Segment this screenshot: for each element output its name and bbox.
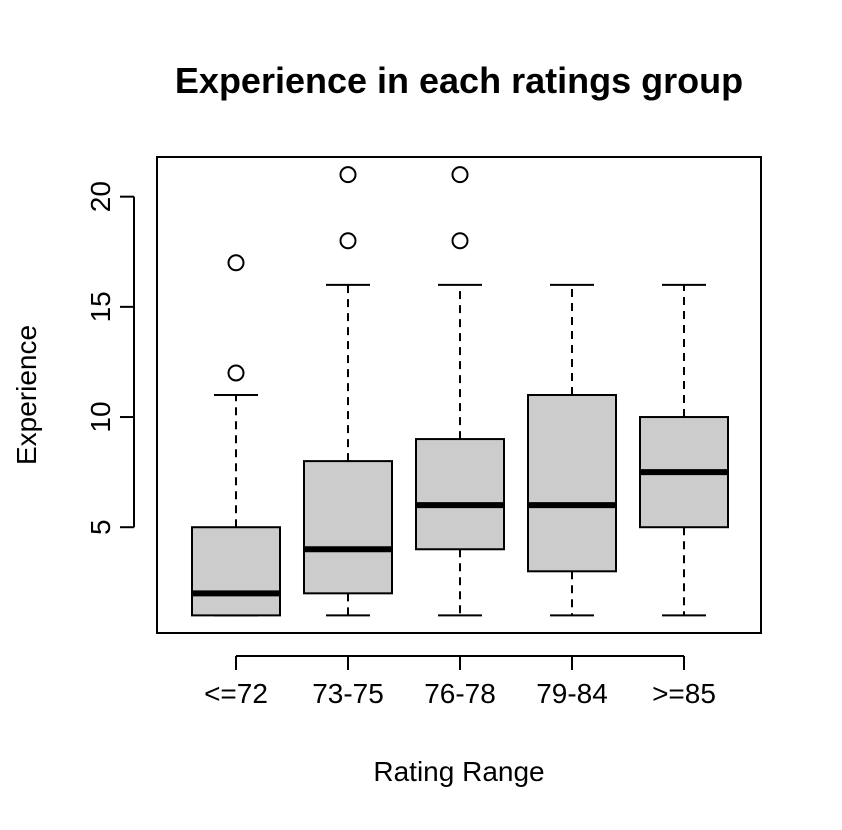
outlier-point	[339, 232, 357, 250]
y-tick-label: 10	[85, 401, 116, 432]
outlier-point	[227, 254, 245, 272]
y-tick-label: 20	[85, 181, 116, 212]
plot-frame	[156, 156, 762, 634]
box-3	[415, 166, 505, 617]
iqr-box	[527, 394, 617, 573]
y-axis-label: Experience	[11, 325, 42, 465]
box-4	[527, 283, 617, 617]
iqr-box	[415, 438, 505, 551]
x-axis-label: Rating Range	[373, 756, 544, 787]
y-axis: 5 10 15 20	[85, 181, 135, 535]
iqr-box	[303, 460, 393, 595]
outlier-point	[451, 166, 469, 184]
x-tick-label: 79-84	[536, 678, 608, 709]
x-tick-label: 73-75	[312, 678, 384, 709]
y-tick-label: 5	[85, 519, 116, 535]
box-5	[639, 283, 729, 617]
outlier-point	[227, 364, 245, 382]
boxes-group	[191, 166, 729, 617]
x-tick-label: 76-78	[424, 678, 496, 709]
outlier-point	[451, 232, 469, 250]
x-tick-label: >=85	[652, 678, 716, 709]
x-tick-label: <=72	[204, 678, 268, 709]
box-1	[191, 254, 281, 617]
outlier-point	[339, 166, 357, 184]
y-tick-label: 15	[85, 291, 116, 322]
x-axis: <=72 73-75 76-78 79-84 >=85	[204, 655, 716, 709]
chart-title: Experience in each ratings group	[175, 60, 743, 101]
iqr-box	[191, 526, 281, 617]
box-2	[303, 166, 393, 617]
